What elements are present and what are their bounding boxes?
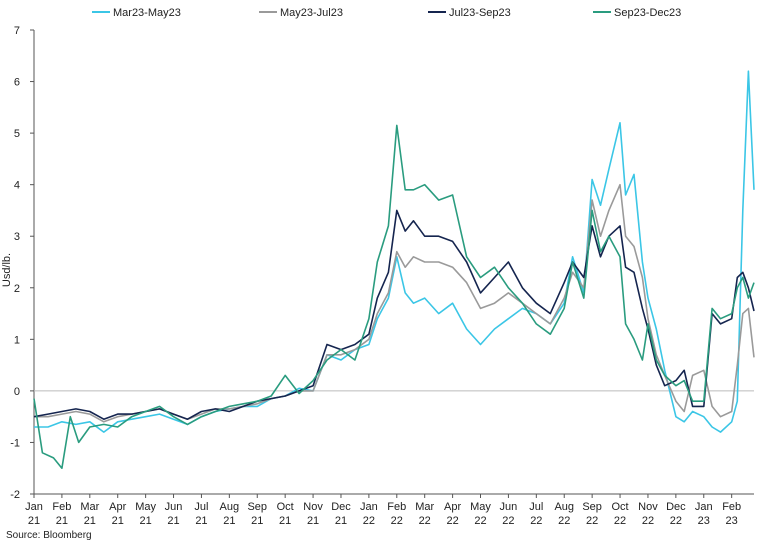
x-tick-month: Jan xyxy=(25,501,43,513)
y-tick-label: 6 xyxy=(14,77,20,89)
x-tick-month: Aug xyxy=(220,501,240,513)
x-tick-year: 21 xyxy=(279,515,291,527)
x-tick-year: 21 xyxy=(140,515,152,527)
x-tick-month: Jan xyxy=(360,501,378,513)
series-line-jul23-sep23 xyxy=(33,209,755,421)
x-tick-month: Apr xyxy=(109,501,126,513)
x-tick-year: 22 xyxy=(614,515,626,527)
x-tick-month: Oct xyxy=(277,501,294,513)
x-tick-year: 21 xyxy=(84,515,96,527)
y-axis: -2 -1 0 1 2 3 4 5 6 7 xyxy=(10,25,754,501)
x-tick-year: 22 xyxy=(670,515,682,527)
x-tick-year: 22 xyxy=(446,515,458,527)
x-tick-year: 21 xyxy=(195,515,207,527)
x-tick-year: 22 xyxy=(558,515,570,527)
y-tick-label: 1 xyxy=(14,334,20,346)
x-tick-year: 21 xyxy=(307,515,319,527)
y-tick-label: 4 xyxy=(14,180,20,192)
y-tick-label: 0 xyxy=(14,386,20,398)
x-tick-year: 23 xyxy=(726,515,738,527)
x-tick-year: 21 xyxy=(223,515,235,527)
x-tick-month: Apr xyxy=(444,501,461,513)
y-tick-label: 7 xyxy=(14,25,20,37)
x-tick-month: Sep xyxy=(247,501,267,513)
series-layer xyxy=(33,70,755,470)
x-tick-year: 22 xyxy=(363,515,375,527)
y-tick-label: -1 xyxy=(10,437,20,449)
x-tick-month: Mar xyxy=(80,501,99,513)
legend-label: Mar23-May23 xyxy=(113,7,181,19)
x-tick-year: 22 xyxy=(419,515,431,527)
y-tick-label: 2 xyxy=(14,283,20,295)
series-line-sep23-dec23 xyxy=(33,124,755,470)
x-tick-year: 21 xyxy=(167,515,179,527)
x-tick-year: 23 xyxy=(698,515,710,527)
x-tick-month: May xyxy=(135,501,156,513)
x-tick-year: 22 xyxy=(530,515,542,527)
y-tick-label: 5 xyxy=(14,128,20,140)
legend-label: May23-Jul23 xyxy=(280,7,343,19)
x-tick-month: Jul xyxy=(194,501,208,513)
x-tick-month: Jan xyxy=(695,501,713,513)
x-tick-month: Jun xyxy=(165,501,183,513)
y-axis-title: Usd/lb. xyxy=(1,253,13,287)
x-tick-month: Nov xyxy=(638,501,658,513)
x-tick-month: Nov xyxy=(303,501,323,513)
x-tick-month: Oct xyxy=(611,501,628,513)
x-tick-year: 22 xyxy=(502,515,514,527)
x-tick-year: 21 xyxy=(56,515,68,527)
series-line-may23-jul23 xyxy=(34,183,755,423)
x-tick-month: Sep xyxy=(582,501,602,513)
source-note: Source: Bloomberg xyxy=(6,530,92,541)
x-tick-year: 22 xyxy=(474,515,486,527)
x-tick-month: Dec xyxy=(666,501,686,513)
series-line-mar23-may23 xyxy=(34,70,755,433)
y-tick-label: 3 xyxy=(14,231,20,243)
x-tick-month: Feb xyxy=(387,501,406,513)
legend: Mar23-May23 May23-Jul23 Jul23-Sep23 Sep23-D… xyxy=(92,7,681,19)
x-tick-year: 21 xyxy=(335,515,347,527)
x-tick-month: Aug xyxy=(554,501,574,513)
legend-label: Sep23-Dec23 xyxy=(614,7,681,19)
x-tick-month: Dec xyxy=(331,501,351,513)
x-tick-year: 22 xyxy=(642,515,654,527)
x-axis: Jan 21 Feb 21 Mar 21 Apr 21 May 21 Jun 21 Jul 21 Aug 21… xyxy=(25,493,754,527)
x-tick-month: Mar xyxy=(415,501,434,513)
x-tick-year: 21 xyxy=(251,515,263,527)
x-tick-year: 21 xyxy=(28,515,40,527)
x-tick-month: Jun xyxy=(500,501,518,513)
x-tick-month: Feb xyxy=(722,501,741,513)
x-tick-month: Jul xyxy=(529,501,543,513)
x-tick-month: May xyxy=(470,501,491,513)
x-tick-month: Feb xyxy=(52,501,71,513)
x-tick-year: 22 xyxy=(586,515,598,527)
legend-label: Jul23-Sep23 xyxy=(449,7,511,19)
x-tick-year: 21 xyxy=(112,515,124,527)
y-tick-label: -2 xyxy=(10,489,20,501)
x-tick-year: 22 xyxy=(391,515,403,527)
